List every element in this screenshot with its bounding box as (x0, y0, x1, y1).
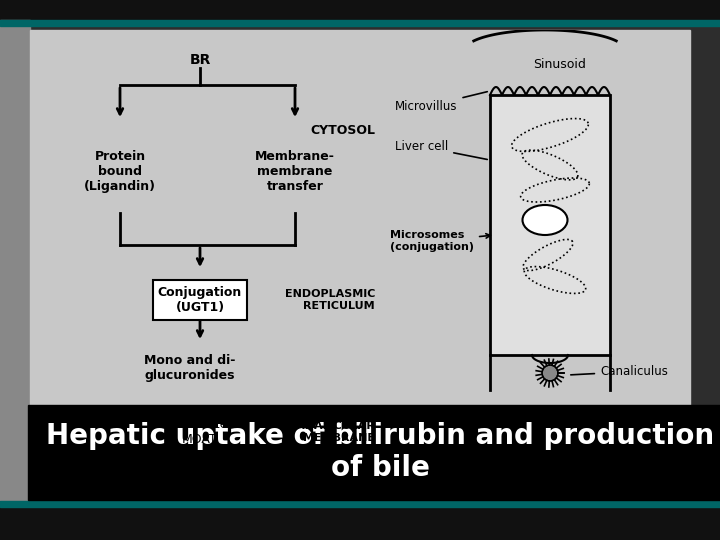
Bar (0, 20, 720, 26)
Circle shape (542, 365, 558, 381)
Bar (0, 20, 30, 500)
Text: Mono and di-
glucuronides: Mono and di- glucuronides (144, 354, 235, 382)
Text: ENDOPLASMIC
RETICULUM: ENDOPLASMIC RETICULUM (284, 289, 375, 311)
Text: Hepatic uptake of bilirubin and production: Hepatic uptake of bilirubin and producti… (46, 422, 714, 450)
Text: CANALICULAR
MEMBRANE: CANALICULAR MEMBRANE (288, 421, 375, 443)
Text: Canaliculus: Canaliculus (571, 365, 668, 378)
Text: Conjugation
(UGT1): Conjugation (UGT1) (158, 286, 242, 314)
Text: Protein
bound
(Ligandin): Protein bound (Ligandin) (84, 150, 156, 193)
Ellipse shape (523, 205, 567, 235)
FancyBboxPatch shape (153, 280, 247, 320)
Bar (30, 30, 690, 405)
Text: Microsomes
(conjugation): Microsomes (conjugation) (390, 231, 490, 252)
Bar (490, 95, 610, 355)
Bar (0, 0, 720, 20)
Bar (28, 405, 720, 500)
Bar (0, 507, 720, 540)
Text: Sinusoid: Sinusoid (534, 58, 586, 71)
Text: Membrane-
membrane
transfer: Membrane- membrane transfer (255, 150, 335, 193)
Text: BR: BR (189, 53, 211, 67)
Text: Liver cell: Liver cell (395, 140, 487, 159)
Bar (0, 501, 720, 507)
Text: of bile: of bile (330, 454, 429, 482)
Text: Microvillus: Microvillus (395, 92, 487, 113)
Text: BILE: BILE (181, 485, 219, 501)
Text: Transporters
MOAT: Transporters MOAT (161, 418, 239, 446)
Text: CYTOSOL: CYTOSOL (310, 124, 375, 137)
